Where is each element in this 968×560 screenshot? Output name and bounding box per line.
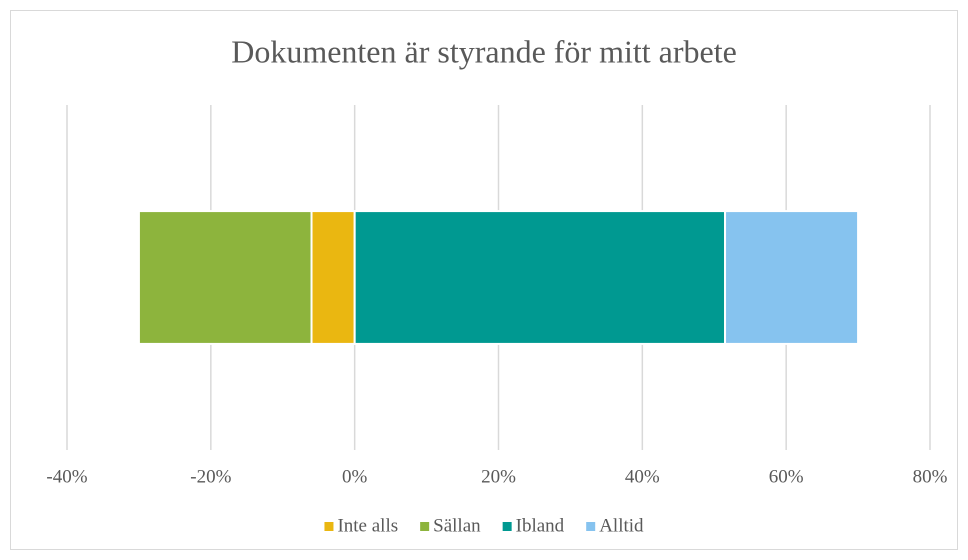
x-tick-label: 40% (625, 466, 660, 487)
x-tick-label: 0% (342, 466, 368, 487)
x-tick-label: 20% (481, 466, 516, 487)
legend-label: Alltid (599, 515, 644, 536)
bar-segment (353, 210, 727, 345)
x-tick-label: 60% (769, 466, 804, 487)
x-tick-label: 80% (913, 466, 948, 487)
x-tick-label: -40% (46, 466, 87, 487)
bar-segment (137, 210, 313, 345)
legend-marker (420, 522, 430, 531)
legend-label: Inte alls (337, 515, 398, 536)
x-tick-label: -20% (190, 466, 231, 487)
legend-label: Ibland (516, 515, 565, 536)
bar-segment (310, 210, 356, 345)
legend-marker (324, 522, 334, 531)
legend-marker (586, 522, 596, 531)
bar-segment (724, 210, 860, 345)
legend-marker (502, 522, 512, 531)
chart-title: Dokumenten är styrande för mitt arbete (231, 33, 737, 69)
legend-label: Sällan (433, 515, 481, 536)
